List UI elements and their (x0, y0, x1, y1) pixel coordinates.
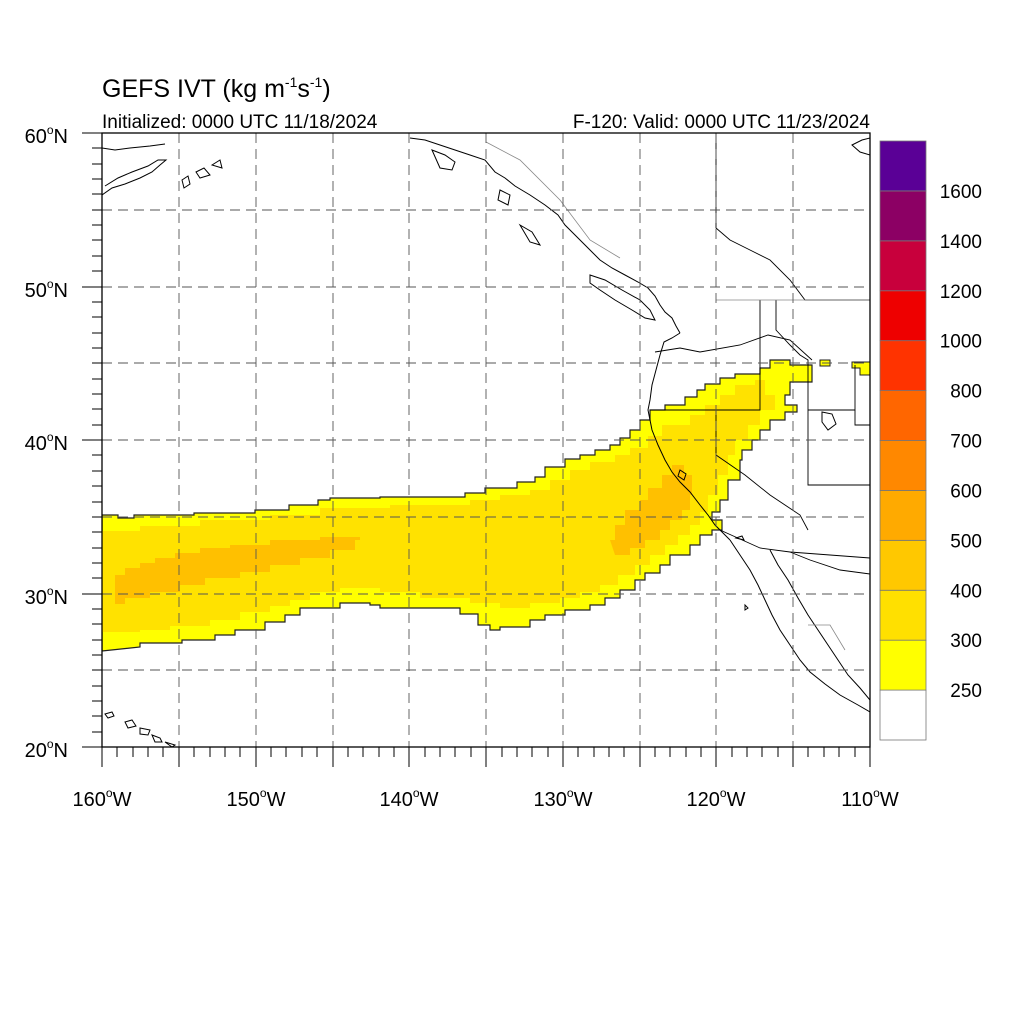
colorbar-label: 300 (950, 631, 982, 652)
colorbar-swatch (879, 539, 927, 591)
colorbar-swatch (879, 490, 927, 541)
colorbar-swatch (879, 340, 927, 391)
lon-axis-labels: 160oW 150oW 140oW 130oW 120oW 110oW (73, 786, 899, 811)
lat-label-60n: 60oN (25, 123, 68, 148)
coastlines (102, 137, 870, 747)
alaska-coastline (102, 159, 168, 196)
colorbar: 250 300 400 500 600 700 800 1000 1200 1400 1600 (879, 140, 982, 741)
ivt-inland-patch (819, 359, 870, 376)
bc-coastline (409, 137, 681, 334)
ivt-contour-400-west (115, 537, 360, 604)
colorbar-label: 1400 (940, 232, 982, 253)
lat-axis-labels: 20oN 30oN 40oN 50oN 60oN (25, 123, 68, 762)
init-time-label: Initialized: 0000 UTC 11/18/2024 (102, 112, 378, 133)
colorbar-label: 250 (950, 681, 982, 702)
colorbar-swatch (879, 390, 927, 441)
colorbar-label: 700 (950, 432, 982, 453)
colorbar-label: 1000 (940, 332, 982, 353)
valid-time-label: F-120: Valid: 0000 UTC 11/23/2024 (573, 112, 871, 133)
lat-label-20n: 20oN (25, 737, 68, 762)
baja-coastline (729, 539, 870, 713)
lat-label-40n: 40oN (25, 430, 68, 455)
colorbar-label: 1200 (940, 282, 982, 303)
colorbar-swatch (879, 589, 927, 641)
political-boundaries (650, 133, 870, 575)
colorbar-label: 1600 (940, 182, 982, 203)
figure-title: GEFS IVT (kg m-1s-1) (102, 74, 331, 103)
colorbar-label: 500 (950, 531, 982, 552)
ivt-contour-300 (102, 380, 775, 632)
us-west-coastline (647, 332, 731, 541)
colorbar-swatch (879, 240, 927, 292)
colorbar-label: 600 (950, 481, 982, 502)
lon-label-110w: 110oW (841, 786, 899, 811)
gridlines (102, 133, 870, 747)
lon-label-150w: 150oW (227, 786, 286, 811)
lon-label-120w: 120oW (687, 786, 746, 811)
ivt-shading (102, 359, 870, 652)
map-panel: 160oW 150oW 140oW 130oW 120oW 110oW 20oN… (25, 123, 899, 811)
lat-label-50n: 50oN (25, 277, 68, 302)
lon-label-130w: 130oW (534, 786, 593, 811)
colorbar-swatch (879, 440, 927, 491)
hawaii-islands (104, 711, 177, 747)
colorbar-label: 800 (950, 382, 982, 403)
colorbar-swatch (879, 639, 927, 691)
colorbar-swatch (879, 190, 927, 242)
colorbar-label: 400 (950, 581, 982, 602)
colorbar-swatch (879, 689, 927, 741)
map-ticks (82, 132, 871, 767)
ivt-north-patch (700, 400, 740, 425)
lat-label-30n: 30oN (25, 584, 68, 609)
ivt-contour-400-east (610, 465, 692, 555)
colorbar-swatch (879, 140, 927, 192)
colorbar-swatch (879, 290, 927, 342)
lon-label-140w: 140oW (380, 786, 439, 811)
lon-label-160w: 160oW (73, 786, 132, 811)
